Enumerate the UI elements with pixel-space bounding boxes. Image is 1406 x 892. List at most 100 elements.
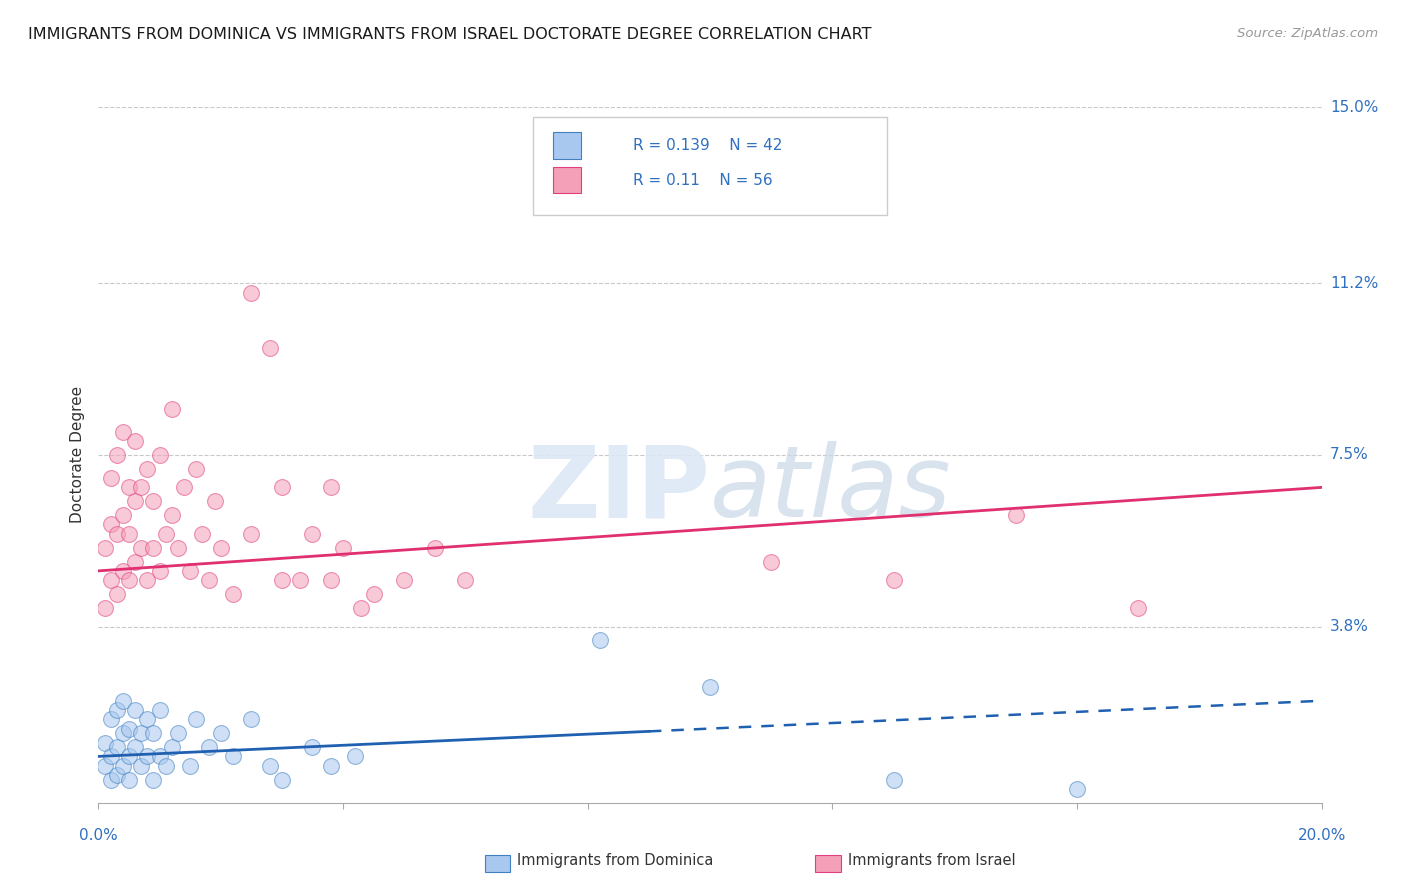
Text: 7.5%: 7.5%	[1330, 448, 1368, 462]
Point	[699, 680, 721, 694]
Point	[149, 448, 172, 462]
Point	[332, 541, 354, 555]
Point	[179, 758, 201, 772]
Point	[167, 541, 190, 555]
Point	[155, 526, 177, 541]
Point	[883, 573, 905, 587]
Point	[111, 694, 134, 708]
Point	[111, 564, 134, 578]
Point	[759, 555, 782, 569]
Point	[240, 526, 263, 541]
Text: 15.0%: 15.0%	[1330, 100, 1378, 114]
Point	[222, 749, 245, 764]
Point	[301, 740, 323, 755]
Point	[93, 735, 115, 749]
Point	[111, 425, 134, 439]
Point	[136, 749, 159, 764]
Point	[118, 573, 141, 587]
Point	[142, 726, 165, 740]
Point	[136, 573, 159, 587]
Point	[129, 726, 152, 740]
Point	[142, 494, 165, 508]
Point	[363, 587, 385, 601]
Text: 20.0%: 20.0%	[1298, 828, 1346, 843]
Point	[197, 573, 219, 587]
Point	[111, 758, 134, 772]
Point	[149, 749, 172, 764]
Point	[222, 587, 245, 601]
Text: R = 0.11    N = 56: R = 0.11 N = 56	[633, 172, 772, 187]
Point	[270, 480, 292, 494]
Point	[124, 703, 146, 717]
Point	[204, 494, 226, 508]
Point	[270, 573, 292, 587]
Point	[129, 480, 152, 494]
Point	[179, 564, 201, 578]
Point	[155, 758, 177, 772]
Point	[1004, 508, 1026, 523]
Point	[883, 772, 905, 787]
Point	[124, 434, 146, 448]
Point	[111, 726, 134, 740]
Point	[100, 712, 122, 726]
Text: 0.0%: 0.0%	[79, 828, 118, 843]
Point	[259, 341, 281, 355]
Text: 3.8%: 3.8%	[1330, 619, 1369, 634]
Y-axis label: Doctorate Degree: Doctorate Degree	[70, 386, 86, 524]
Point	[259, 758, 281, 772]
Point	[111, 508, 134, 523]
Point	[392, 573, 416, 587]
Point	[191, 526, 214, 541]
Point	[105, 703, 128, 717]
Text: atlas: atlas	[710, 442, 952, 538]
Text: ZIP: ZIP	[527, 442, 710, 538]
Point	[142, 541, 165, 555]
Point	[105, 768, 128, 782]
Point	[350, 601, 373, 615]
Point	[149, 564, 172, 578]
Point	[1066, 781, 1088, 796]
Point	[160, 740, 183, 755]
Point	[301, 526, 323, 541]
Point	[270, 772, 292, 787]
Point	[423, 541, 446, 555]
Point	[93, 601, 115, 615]
Point	[319, 480, 342, 494]
FancyBboxPatch shape	[554, 132, 581, 159]
Point	[118, 526, 141, 541]
Point	[186, 712, 208, 726]
Point	[136, 712, 159, 726]
FancyBboxPatch shape	[554, 167, 581, 194]
Text: Immigrants from Israel: Immigrants from Israel	[848, 854, 1015, 868]
Point	[118, 480, 141, 494]
Point	[209, 726, 232, 740]
Text: IMMIGRANTS FROM DOMINICA VS IMMIGRANTS FROM ISRAEL DOCTORATE DEGREE CORRELATION : IMMIGRANTS FROM DOMINICA VS IMMIGRANTS F…	[28, 27, 872, 42]
Point	[124, 740, 146, 755]
Point	[129, 758, 152, 772]
Point	[167, 726, 190, 740]
Text: Immigrants from Dominica: Immigrants from Dominica	[517, 854, 714, 868]
Point	[100, 517, 122, 532]
Point	[93, 541, 115, 555]
Text: 11.2%: 11.2%	[1330, 276, 1378, 291]
Point	[100, 573, 122, 587]
Point	[240, 285, 263, 300]
Point	[118, 749, 141, 764]
Point	[100, 772, 122, 787]
Point	[142, 772, 165, 787]
Point	[160, 508, 183, 523]
Point	[197, 740, 219, 755]
Point	[290, 573, 312, 587]
Point	[118, 722, 141, 736]
Point	[319, 573, 342, 587]
Point	[124, 494, 146, 508]
Point	[1128, 601, 1150, 615]
Point	[344, 749, 367, 764]
Text: Source: ZipAtlas.com: Source: ZipAtlas.com	[1237, 27, 1378, 40]
Point	[118, 772, 141, 787]
Point	[454, 573, 477, 587]
Point	[589, 633, 612, 648]
Point	[173, 480, 195, 494]
Point	[209, 541, 232, 555]
Text: R = 0.139    N = 42: R = 0.139 N = 42	[633, 137, 782, 153]
